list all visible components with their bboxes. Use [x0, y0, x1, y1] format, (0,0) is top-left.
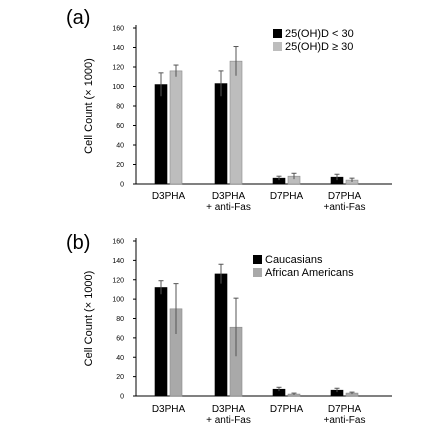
- category-label-line: D3PHA: [212, 404, 246, 415]
- y-tick-label: 120: [112, 277, 124, 284]
- category-label-line: D3PHA: [212, 191, 246, 202]
- category-label-line: D7PHA: [270, 191, 304, 202]
- bar: [229, 60, 243, 185]
- legend-swatch: [273, 42, 282, 51]
- legend-swatch: [273, 29, 282, 38]
- category-label: D3PHA: [152, 404, 186, 415]
- y-tick-label: 140: [112, 45, 124, 52]
- y-tick-label: 140: [112, 258, 124, 265]
- y-tick-label: 20: [116, 162, 124, 169]
- y-axis-label: Cell Count (× 1000): [83, 58, 95, 154]
- y-tick-label: 100: [112, 84, 124, 91]
- category-label-line: D7PHA: [328, 191, 362, 202]
- panel-label: (b): [66, 232, 90, 254]
- y-tick-label: 120: [112, 65, 124, 72]
- y-tick-label: 80: [116, 316, 124, 323]
- category-label-line: D7PHA: [328, 404, 362, 415]
- y-tick-label: 40: [116, 143, 124, 150]
- bar: [154, 84, 168, 185]
- category-label: D7PHA: [270, 404, 304, 415]
- panel-label: (a): [66, 7, 90, 29]
- category-label-line: + anti-Fas: [206, 202, 251, 213]
- y-axis-label: Cell Count (× 1000): [83, 271, 95, 367]
- category-label-line: +anti-Fas: [324, 202, 366, 213]
- y-tick-label: 160: [112, 26, 124, 33]
- y-tick-label: 20: [116, 374, 124, 381]
- category-label: D7PHA +anti-Fas: [324, 404, 366, 426]
- y-tick-label: 40: [116, 355, 124, 362]
- bar: [214, 83, 228, 185]
- y-tick-label: 60: [116, 123, 124, 130]
- panel-a: (a) 0 20 40 60 80 100 120 140 160 Cell Count (× 10…: [66, 7, 392, 213]
- y-tick-label: 160: [112, 239, 124, 246]
- category-label-line: + anti-Fas: [206, 415, 251, 426]
- legend-swatch: [253, 255, 262, 264]
- category-label: D3PHA + anti-Fas: [206, 191, 251, 213]
- legend-label: Caucasians: [265, 254, 323, 266]
- bar: [169, 70, 183, 185]
- y-tick-label: 0: [120, 182, 124, 189]
- legend-label: 25(OH)D < 30: [285, 28, 354, 40]
- legend-label: African Americans: [265, 267, 354, 279]
- y-tick-label: 0: [120, 394, 124, 401]
- category-label: D7PHA +anti-Fas: [324, 191, 366, 213]
- y-tick-label: 100: [112, 297, 124, 304]
- panel-b: (b) 0 20 40 60 80 100 120 140 160 Cell Count (× 10…: [66, 232, 392, 426]
- category-label: D7PHA: [270, 191, 304, 202]
- category-label-line: D7PHA: [270, 404, 304, 415]
- legend-swatch: [253, 268, 262, 277]
- y-tick-label: 60: [116, 335, 124, 342]
- y-tick-label: 80: [116, 104, 124, 111]
- category-label-line: D3PHA: [152, 404, 186, 415]
- category-label: D3PHA + anti-Fas: [206, 404, 251, 426]
- bar: [154, 287, 168, 397]
- legend-label: 25(OH)D ≥ 30: [285, 41, 353, 53]
- category-label: D3PHA: [152, 191, 186, 202]
- bar: [214, 273, 228, 397]
- category-label-line: D3PHA: [152, 191, 186, 202]
- category-label-line: +anti-Fas: [324, 415, 366, 426]
